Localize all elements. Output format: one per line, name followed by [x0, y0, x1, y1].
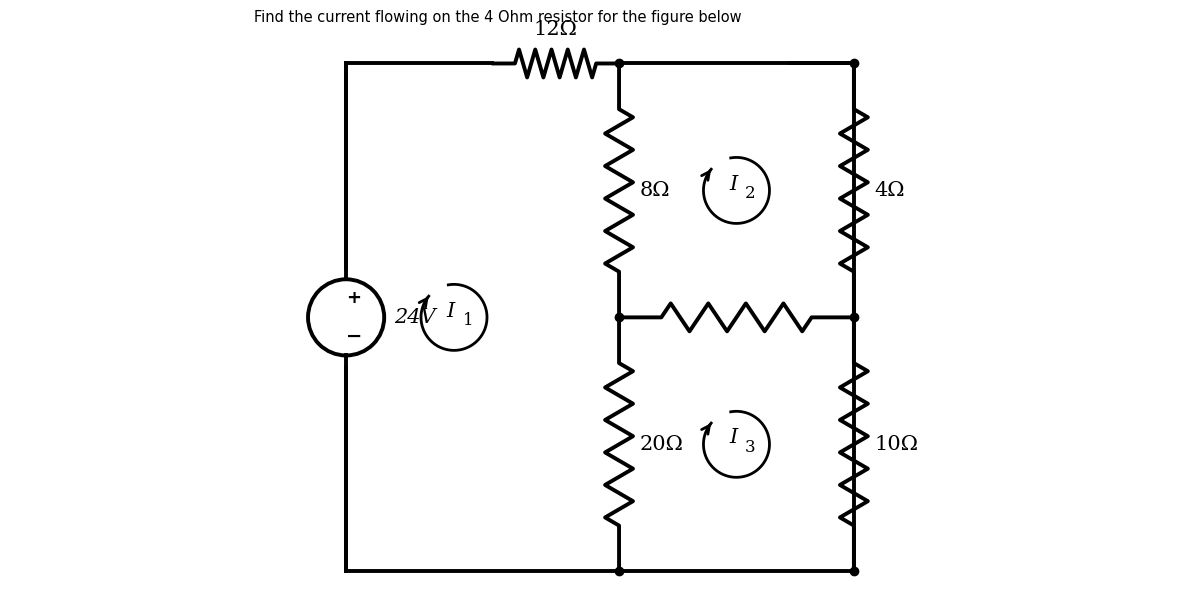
Text: 10Ω: 10Ω [875, 435, 918, 454]
Text: −: − [346, 327, 362, 346]
Text: +: + [347, 289, 361, 308]
Text: I: I [446, 302, 455, 321]
Text: 3: 3 [745, 439, 756, 456]
Text: 2: 2 [745, 185, 756, 202]
Text: 24V: 24V [394, 308, 436, 327]
Text: 12Ω: 12Ω [534, 21, 577, 39]
Text: I: I [730, 175, 738, 194]
Text: 4Ω: 4Ω [875, 181, 905, 200]
Text: 20Ω: 20Ω [640, 435, 683, 454]
Text: 8Ω: 8Ω [640, 181, 670, 200]
Text: 1: 1 [463, 312, 473, 329]
Text: Find the current flowing on the 4 Ohm resistor for the figure below: Find the current flowing on the 4 Ohm re… [254, 10, 742, 25]
Text: I: I [730, 429, 738, 447]
